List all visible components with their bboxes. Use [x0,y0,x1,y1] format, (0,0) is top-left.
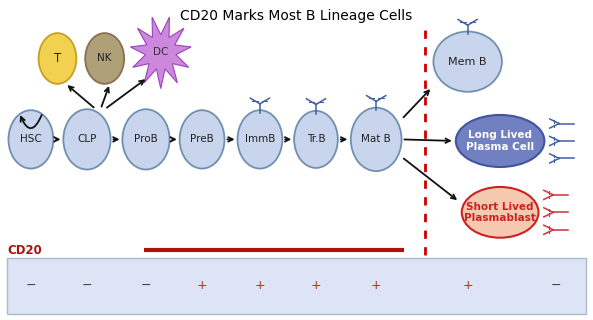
Ellipse shape [237,110,282,169]
Text: ImmB: ImmB [245,134,275,144]
Text: −: − [141,279,151,292]
Text: −: − [25,279,36,292]
Text: CLP: CLP [77,134,97,144]
Text: CD20 Marks Most B Lineage Cells: CD20 Marks Most B Lineage Cells [180,9,413,23]
Text: −: − [82,279,93,292]
Text: Short Lived
Plasmablast: Short Lived Plasmablast [464,202,536,223]
Text: PreB: PreB [190,134,214,144]
Text: −: − [551,279,562,292]
Ellipse shape [8,110,53,169]
Text: +: + [254,279,265,292]
Ellipse shape [180,110,225,169]
Text: Long Lived
Plasma Cell: Long Lived Plasma Cell [466,130,534,152]
Text: T: T [54,52,61,65]
Text: DC: DC [153,47,168,57]
Ellipse shape [63,109,110,170]
FancyBboxPatch shape [7,258,586,314]
Ellipse shape [456,115,544,167]
Text: ProB: ProB [134,134,158,144]
Text: +: + [311,279,321,292]
Text: +: + [197,279,208,292]
Ellipse shape [433,32,502,92]
Text: CD20: CD20 [7,244,42,257]
Ellipse shape [85,33,124,84]
Text: HSC: HSC [20,134,42,144]
Polygon shape [130,17,191,89]
Text: +: + [463,279,473,292]
Ellipse shape [351,108,401,171]
Ellipse shape [294,111,338,168]
Text: Mat B: Mat B [361,134,391,144]
Ellipse shape [39,33,76,84]
Text: Mem B: Mem B [448,57,487,67]
Text: Tr.B: Tr.B [307,134,326,144]
Text: +: + [371,279,381,292]
Text: NK: NK [97,53,112,63]
Ellipse shape [122,109,170,170]
Ellipse shape [462,187,538,238]
